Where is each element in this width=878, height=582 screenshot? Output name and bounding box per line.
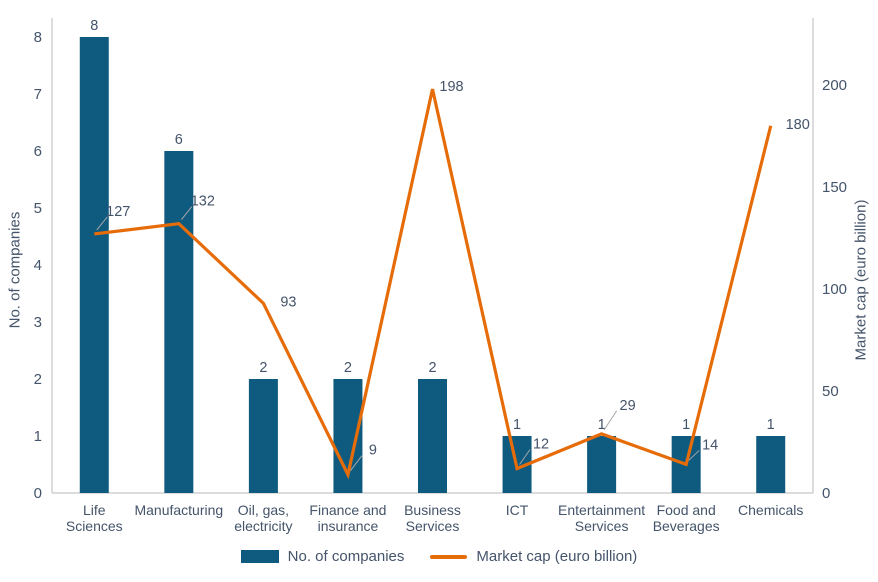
line-value-label: 93 [280, 294, 296, 310]
line-value-label: 12 [533, 437, 549, 453]
bar-value-label: 8 [90, 18, 98, 34]
callout-leader-line [519, 449, 531, 465]
right-axis-title: Market cap (euro billion) [852, 199, 870, 361]
line-value-label: 127 [106, 204, 130, 220]
legend-label-marketcap: Market cap (euro billion) [476, 548, 638, 565]
left-axis-tick: 4 [34, 257, 42, 274]
bar-manufacturing[interactable] [164, 151, 194, 493]
right-axis-tick: 0 [822, 485, 830, 502]
callout-leader-line [603, 410, 618, 431]
bar-value-label: 1 [767, 417, 775, 433]
left-axis-tick: 2 [34, 371, 42, 388]
bar-chemicals[interactable] [756, 436, 786, 493]
line-value-label: 14 [702, 437, 718, 453]
callout-leader-line [350, 455, 363, 471]
legend-label-companies: No. of companies [287, 548, 405, 565]
x-axis-label: ICT [506, 502, 529, 518]
left-axis-tick: 3 [34, 314, 42, 331]
x-axis-label: Services [575, 518, 629, 534]
right-axis-tick: 150 [822, 179, 847, 196]
line-value-label: 132 [191, 194, 215, 210]
x-axis-label: Chemicals [738, 502, 803, 518]
bar-oil-gas-electricity[interactable] [248, 379, 278, 493]
right-axis-tick: 200 [822, 77, 847, 94]
legend-item-companies[interactable]: No. of companies [240, 548, 405, 565]
left-axis-tick: 8 [34, 29, 42, 46]
left-axis-tick: 6 [34, 143, 42, 160]
left-axis-tick: 1 [34, 428, 42, 445]
bar-value-label: 2 [259, 360, 267, 376]
x-axis-label: Business [404, 502, 461, 518]
callout-leader-line [688, 450, 700, 461]
x-axis-label: Food and [657, 502, 716, 518]
x-axis-label: Oil, gas, [238, 502, 289, 518]
line-value-label: 198 [439, 79, 463, 95]
bar-value-label: 6 [175, 132, 183, 148]
x-axis-label: Beverages [653, 518, 720, 534]
line-swatch-icon [430, 554, 468, 559]
x-axis-label: Finance and [309, 502, 386, 518]
callout-leader-line [96, 216, 108, 231]
bar-swatch-icon [240, 550, 279, 563]
callout-leader-line [180, 206, 193, 221]
right-axis-tick: 50 [822, 383, 839, 400]
legend-item-marketcap[interactable]: Market cap (euro billion) [430, 548, 637, 565]
bar-life-sciences[interactable] [79, 37, 109, 493]
x-axis-label: electricity [234, 518, 292, 534]
x-axis-label: Manufacturing [134, 502, 223, 518]
line-value-label: 29 [620, 398, 636, 414]
market-cap-line[interactable] [94, 88, 773, 480]
x-axis-label: insurance [318, 518, 379, 534]
bar-value-label: 1 [598, 417, 606, 433]
x-axis-label: Sciences [66, 518, 123, 534]
bar-value-label: 1 [682, 417, 690, 433]
right-axis-tick: 100 [822, 281, 847, 298]
bar-entertainment-services[interactable] [587, 436, 617, 493]
line-value-label: 9 [369, 443, 377, 459]
legend: No. of companies Market cap (euro billio… [0, 548, 878, 565]
x-axis-label: Services [406, 518, 460, 534]
left-axis-tick: 7 [34, 86, 42, 103]
bar-value-label: 2 [428, 360, 436, 376]
left-axis-tick: 0 [34, 485, 42, 502]
x-axis-label: Life [83, 502, 106, 518]
line-value-label: 180 [786, 117, 810, 133]
bar-business-services[interactable] [418, 379, 447, 493]
left-axis-tick: 5 [34, 200, 42, 217]
x-axis-label: Entertainment [558, 502, 645, 518]
bar-value-label: 2 [344, 360, 352, 376]
left-axis-title: No. of companies [6, 211, 24, 329]
bar-value-label: 1 [513, 417, 521, 433]
